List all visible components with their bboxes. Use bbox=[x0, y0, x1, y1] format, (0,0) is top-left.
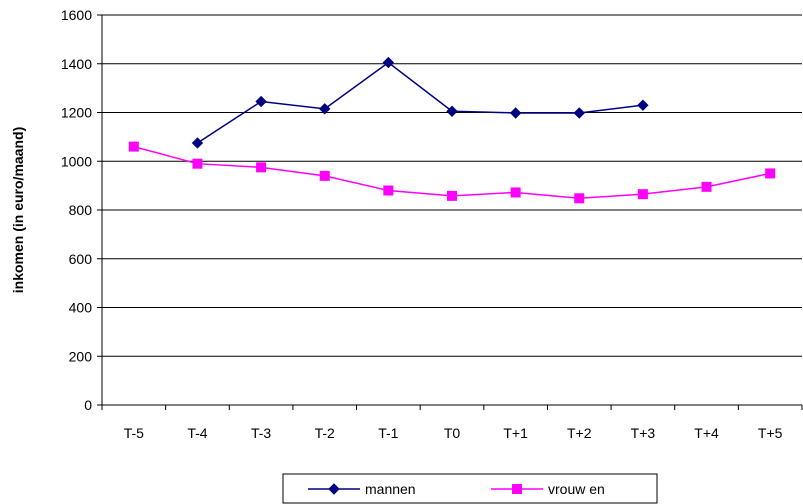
y-tick-label: 1600 bbox=[61, 7, 92, 23]
data-point bbox=[383, 185, 394, 196]
data-point bbox=[319, 170, 330, 181]
series-line bbox=[133, 145, 771, 200]
data-point bbox=[191, 137, 204, 149]
y-tick-label: 800 bbox=[69, 202, 93, 218]
y-tick-label: 1400 bbox=[61, 56, 92, 72]
legend-marker bbox=[512, 484, 522, 494]
x-tick-label: T+3 bbox=[631, 425, 656, 441]
data-point bbox=[765, 168, 776, 179]
data-point bbox=[701, 181, 712, 192]
data-point bbox=[574, 193, 585, 204]
data-point bbox=[255, 95, 267, 108]
data-point bbox=[319, 103, 331, 115]
y-tick-label: 1000 bbox=[61, 153, 92, 169]
x-tick-label: T+4 bbox=[694, 425, 719, 441]
legend-marker bbox=[328, 483, 340, 495]
series-group bbox=[128, 56, 776, 204]
data-point bbox=[447, 190, 457, 201]
x-axis-ticks: T-5 T-4 T-3 T-2 T-1 T0 T+1 T+2 T+3 T+4 T+5 bbox=[101, 405, 803, 441]
legend: mannen vrouw en bbox=[282, 473, 658, 504]
x-tick-label: T+1 bbox=[503, 425, 528, 441]
gridlines bbox=[102, 14, 802, 357]
x-tick-label: T0 bbox=[444, 425, 461, 441]
y-tick-label: 400 bbox=[69, 300, 93, 316]
data-point bbox=[637, 99, 649, 111]
legend-label: mannen bbox=[365, 481, 416, 497]
x-tick-label: T-4 bbox=[187, 425, 207, 441]
data-point bbox=[382, 56, 395, 69]
legend-label: vrouw en bbox=[548, 481, 605, 497]
y-tick-label: 600 bbox=[69, 251, 93, 267]
series-line bbox=[197, 61, 644, 144]
x-tick-label: T+5 bbox=[758, 425, 783, 441]
data-point bbox=[446, 105, 458, 117]
data-point bbox=[256, 162, 267, 173]
x-tick-label: T-5 bbox=[124, 425, 144, 441]
data-point bbox=[637, 189, 648, 200]
data-point bbox=[192, 158, 203, 169]
x-tick-label: T-1 bbox=[378, 425, 398, 441]
y-axis-ticks: 0 200 400 600 800 1000 1200 1400 1600 bbox=[61, 7, 102, 413]
y-axis-label: inkomen (in euro/maand) bbox=[10, 127, 26, 293]
data-point bbox=[510, 187, 521, 198]
series-mannen bbox=[191, 56, 649, 149]
x-tick-label: T-3 bbox=[251, 425, 271, 441]
y-tick-label: 200 bbox=[69, 348, 93, 364]
data-point bbox=[573, 107, 585, 119]
x-tick-label: T+2 bbox=[567, 425, 592, 441]
y-tick-label: 1200 bbox=[61, 105, 92, 121]
data-point bbox=[509, 107, 522, 119]
series-vrouw-en bbox=[128, 141, 776, 204]
x-tick-label: T-2 bbox=[315, 425, 335, 441]
y-tick-label: 0 bbox=[84, 397, 92, 413]
data-point bbox=[128, 141, 139, 152]
